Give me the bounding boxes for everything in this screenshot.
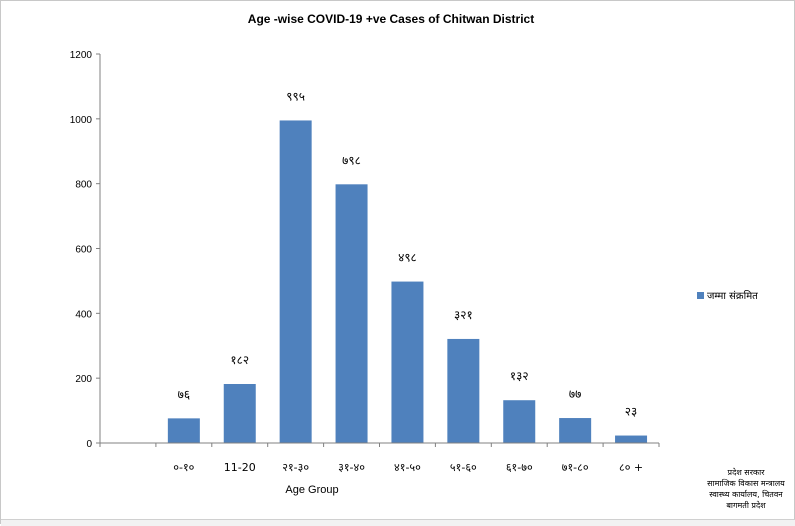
x-axis-title: Age Group [285,484,338,496]
footer-line-1: प्रदेश सरकार [728,467,766,477]
x-tick-label: ७१-८० [562,461,589,474]
footer-line-2: सामाजिक विकास मन्त्रालय [707,478,785,488]
data-label: २३ [625,405,637,419]
data-label: ७६ [178,387,190,401]
data-label: ४९८ [398,251,417,265]
x-tick-label: ४१-५० [394,461,421,474]
y-axis: 0 200 400 600 800 1000 1200 [70,50,101,450]
x-tick-label: २१-३० [282,461,309,474]
x-axis: ०-१० 11-20 २१-३० ३१-४० ४१-५० ५१-६० ६१-७० ७१-८० ८… [99,442,660,474]
y-tick-label: 1000 [70,115,93,126]
y-tick-label: 0 [86,439,92,450]
y-tick-label: 600 [75,245,92,256]
data-label: ७७ [569,387,581,401]
x-tick-label: ६१-७० [506,461,533,474]
data-label: ३२१ [454,308,473,322]
bar [615,435,648,443]
legend-label: जम्मा संक्रमित [707,290,758,302]
chart-title: Age -wise COVID-19 +ve Cases of Chitwan … [248,12,534,26]
y-tick-label: 1200 [70,50,93,61]
x-tick-label: ५१-६० [450,461,477,474]
bar [447,338,480,443]
y-tick-label: 200 [75,374,92,385]
footer-line-3: स्वास्थ्य कार्यालय, चितवन [709,489,783,499]
bar [167,418,200,443]
footer-block: प्रदेश सरकार सामाजिक विकास मन्त्रालय स्व… [707,467,785,510]
x-tick-label: ८० + [619,461,643,474]
bar [223,384,256,443]
y-tick-label: 400 [75,309,92,320]
footer-line-4: बागमती प्रदेश [726,500,766,510]
y-tick-label: 800 [75,180,92,191]
bottom-strip [1,519,795,526]
bar [391,281,424,443]
legend: जम्मा संक्रमित [697,290,758,302]
x-tick-label: ३१-४० [338,461,365,474]
x-tick-label: 11-20 [224,461,256,474]
bar [503,400,536,443]
x-tick-label: ०-१० [173,461,194,474]
data-label: १८२ [230,353,249,367]
bars-group [167,120,648,444]
bar [279,120,312,444]
bar [335,184,368,443]
bar [559,418,592,443]
data-label: ९९५ [286,89,305,103]
data-label: १३२ [510,369,529,383]
legend-swatch [697,292,704,299]
data-labels-group: ७६ १८२ ९९५ ७९८ ४९८ ३२१ १३२ ७७ २३ [178,89,638,418]
data-label: ७९८ [342,153,361,167]
